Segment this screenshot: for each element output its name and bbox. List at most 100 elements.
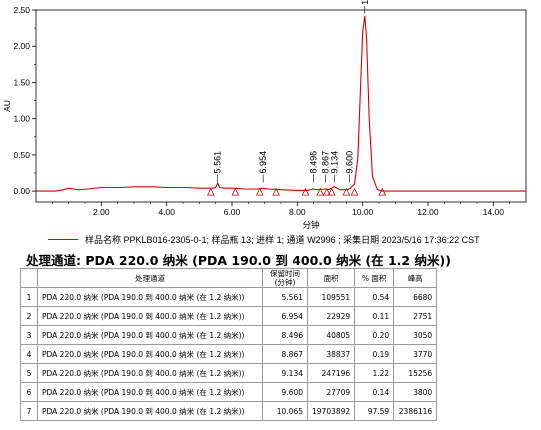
row-channel: PDA 220.0 纳米 (PDA 190.0 到 400.0 纳米 (在 1.… xyxy=(37,287,263,307)
y-axis-label: AU xyxy=(2,100,12,112)
peak-label: 5.561 xyxy=(213,151,223,174)
header-channel: 处理通道 xyxy=(37,268,263,288)
row-retention-time: 9.600 xyxy=(262,382,308,402)
row-area: 109551 xyxy=(306,287,356,307)
peak-label: 10.065 xyxy=(360,0,370,5)
x-tick-label: 6.00 xyxy=(224,207,241,217)
row-channel: PDA 220.0 纳米 (PDA 190.0 到 400.0 纳米 (在 1.… xyxy=(37,382,263,402)
row-height: 3800 xyxy=(393,382,438,402)
row-area: 19703892 xyxy=(306,401,356,421)
table-row: 2 PDA 220.0 纳米 (PDA 190.0 到 400.0 纳米 (在 1… xyxy=(20,306,438,326)
row-pct-area: 0.20 xyxy=(354,325,395,345)
table-header-row: 处理通道 保留时间 (分钟) 面积 % 面积 峰高 xyxy=(20,268,438,288)
row-retention-time: 6.954 xyxy=(262,306,308,326)
row-retention-time: 10.065 xyxy=(262,401,308,421)
y-tick-label: 1.50 xyxy=(13,77,30,87)
header-height: 峰高 xyxy=(393,268,438,288)
table-row: 3 PDA 220.0 纳米 (PDA 190.0 到 400.0 纳米 (在 1… xyxy=(20,325,438,345)
integration-mark xyxy=(316,187,325,196)
peak-label: 6.954 xyxy=(258,151,268,174)
row-height: 2386116 xyxy=(393,401,438,421)
integration-mark xyxy=(322,187,331,196)
legend-text: 样品名称 PPKLB016-2305-0-1; 样品瓶 13; 进样 1; 通道… xyxy=(85,234,480,245)
row-channel: PDA 220.0 纳米 (PDA 190.0 到 400.0 纳米 (在 1.… xyxy=(37,306,263,326)
table-body: 1 PDA 220.0 纳米 (PDA 190.0 到 400.0 纳米 (在 1… xyxy=(20,287,438,421)
peak-label: 8.496 xyxy=(309,151,319,174)
row-retention-time: 9.134 xyxy=(262,363,308,383)
table-row: 6 PDA 220.0 纳米 (PDA 190.0 到 400.0 纳米 (在 1… xyxy=(20,382,438,402)
row-index: 6 xyxy=(20,382,38,402)
integration-mark xyxy=(350,187,359,196)
chromatogram-svg: 0.00 0.50 1.00 1.50 2.00 2.50 2.00 4.00 6.00 8.00… xyxy=(2,0,527,231)
y-tick-label: 0.00 xyxy=(13,186,30,196)
chromatogram-chart: 0.00 0.50 1.00 1.50 2.00 2.50 2.00 4.00 6.00 8.00… xyxy=(2,0,527,231)
row-height: 3770 xyxy=(393,344,438,364)
row-retention-time: 8.867 xyxy=(262,344,308,364)
y-tick-label: 1.00 xyxy=(13,114,30,124)
row-index: 3 xyxy=(20,325,38,345)
integration-mark xyxy=(206,187,215,196)
row-area: 40805 xyxy=(306,325,356,345)
row-area: 38837 xyxy=(306,344,356,364)
integration-mark xyxy=(255,187,264,196)
row-channel: PDA 220.0 纳米 (PDA 190.0 到 400.0 纳米 (在 1.… xyxy=(37,325,263,345)
integration-mark xyxy=(342,187,351,196)
row-height: 6680 xyxy=(393,287,438,307)
x-tick-label: 4.00 xyxy=(158,207,175,217)
row-pct-area: 0.54 xyxy=(354,287,395,307)
row-channel: PDA 220.0 纳米 (PDA 190.0 到 400.0 纳米 (在 1.… xyxy=(37,363,263,383)
x-tick-label: 14.00 xyxy=(483,207,505,217)
row-area: 247196 xyxy=(306,363,356,383)
x-tick-label: 2.00 xyxy=(93,207,110,217)
row-pct-area: 97.59 xyxy=(354,401,395,421)
header-index xyxy=(20,268,38,288)
legend-swatch xyxy=(48,238,78,240)
row-index: 7 xyxy=(20,401,38,421)
peak-label: 8.867 xyxy=(321,151,331,174)
x-tick-label: 12.00 xyxy=(417,207,439,217)
peak-table: 处理通道 保留时间 (分钟) 面积 % 面积 峰高 1 PDA 220.0 纳米 … xyxy=(20,268,438,421)
row-channel: PDA 220.0 纳米 (PDA 190.0 到 400.0 纳米 (在 1.… xyxy=(37,401,263,421)
table-row: 1 PDA 220.0 纳米 (PDA 190.0 到 400.0 纳米 (在 1… xyxy=(20,287,438,307)
legend: 样品名称 PPKLB016-2305-0-1; 样品瓶 13; 进样 1; 通道… xyxy=(48,232,538,246)
y-tick-label: 2.00 xyxy=(13,41,30,51)
row-index: 2 xyxy=(20,306,38,326)
integration-mark xyxy=(301,187,310,196)
row-index: 4 xyxy=(20,344,38,364)
row-area: 27709 xyxy=(306,382,356,402)
y-tick-label: 0.50 xyxy=(13,150,30,160)
row-retention-time: 5.561 xyxy=(262,287,308,307)
integration-mark xyxy=(378,187,387,196)
header-rt-line2: (分钟) xyxy=(274,278,296,287)
row-channel: PDA 220.0 纳米 (PDA 190.0 到 400.0 纳米 (在 1.… xyxy=(37,344,263,364)
table-row: 7 PDA 220.0 纳米 (PDA 190.0 到 400.0 纳米 (在 1… xyxy=(20,401,438,421)
peak-label: 9.134 xyxy=(329,151,339,174)
row-pct-area: 0.14 xyxy=(354,382,395,402)
header-rt-line1: 保留时间 xyxy=(270,269,300,278)
row-retention-time: 8.496 xyxy=(262,325,308,345)
header-area: 面积 xyxy=(306,268,356,288)
integration-mark xyxy=(327,187,336,196)
peak-label: 9.600 xyxy=(345,151,355,174)
row-pct-area: 1.22 xyxy=(354,363,395,383)
table-row: 4 PDA 220.0 纳米 (PDA 190.0 到 400.0 纳米 (在 1… xyxy=(20,344,438,364)
row-index: 5 xyxy=(20,363,38,383)
row-height: 15256 xyxy=(393,363,438,383)
table-title: 处理通道: PDA 220.0 纳米 (PDA 190.0 到 400.0 纳米… xyxy=(26,253,451,268)
row-height: 3050 xyxy=(393,325,438,345)
series-line xyxy=(36,15,526,192)
header-pct-area: % 面积 xyxy=(354,268,395,288)
row-pct-area: 0.19 xyxy=(354,344,395,364)
table-row: 5 PDA 220.0 纳米 (PDA 190.0 到 400.0 纳米 (在 1… xyxy=(20,363,438,383)
row-height: 2751 xyxy=(393,306,438,326)
header-retention-time: 保留时间 (分钟) xyxy=(262,268,308,288)
row-pct-area: 0.11 xyxy=(354,306,395,326)
x-tick-label: 10.00 xyxy=(352,207,374,217)
integration-mark xyxy=(231,187,240,196)
row-index: 1 xyxy=(20,287,38,307)
plot-frame xyxy=(35,9,527,203)
y-tick-label: 2.50 xyxy=(13,5,30,15)
integration-mark xyxy=(272,187,280,196)
row-area: 22929 xyxy=(306,306,356,326)
x-tick-label: 8.00 xyxy=(289,207,306,217)
